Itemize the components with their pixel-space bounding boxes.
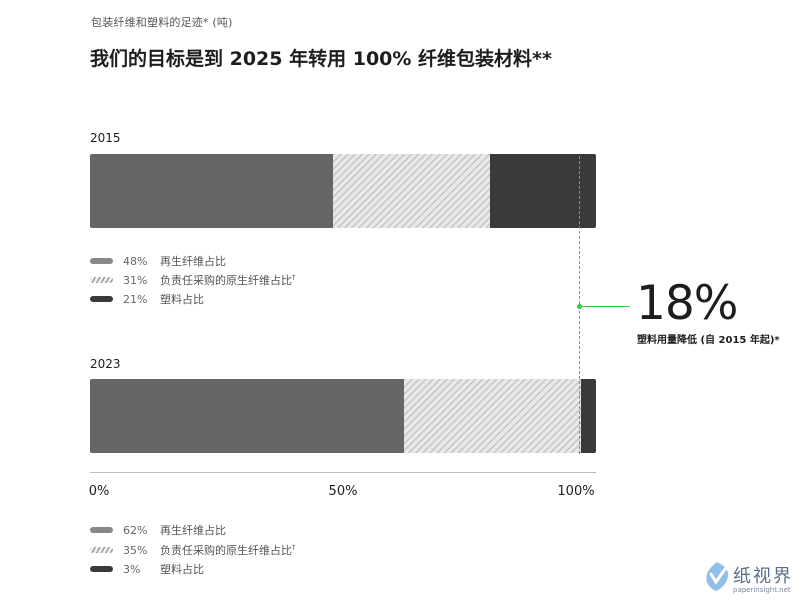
legend-label: 塑料占比 [160, 563, 204, 576]
legend-2023-responsible: 35% 负责任采购的原生纤维占比† [90, 542, 296, 558]
legend-pct: 31% [123, 273, 148, 287]
legend-label: 塑料占比 [160, 293, 204, 306]
chart-title: 我们的目标是到 2025 年转用 100% 纤维包装材料** [90, 48, 552, 70]
responsible-swatch [90, 547, 113, 553]
x-tick-label: 0% [88, 484, 110, 499]
watermark-logo-icon [706, 562, 729, 591]
legend-label: 再生纤维占比 [160, 524, 226, 537]
bar-2015-recycled-segment [90, 154, 333, 228]
bar-2023-responsible-segment [403, 379, 581, 453]
legend-label-text: 负责任采购的原生纤维占比 [160, 274, 292, 287]
legend-2015-responsible: 31% 负责任采购的原生纤维占比† [90, 272, 296, 288]
x-axis-line [90, 472, 596, 473]
x-tick-label: 50% [328, 484, 358, 499]
legend-pct: 62% [123, 523, 148, 537]
plastic-swatch [90, 566, 113, 572]
legend-label-text: 负责任采购的原生纤维占比 [160, 544, 292, 557]
callout-value: 18% [636, 276, 738, 331]
bar-2015 [90, 154, 596, 228]
legend-pct: 48% [123, 254, 148, 268]
legend-2023-recycled: 62% 再生纤维占比 [90, 522, 226, 538]
legend-2015-recycled: 48% 再生纤维占比 [90, 253, 226, 269]
guide-connector-line [580, 306, 630, 307]
guide-dot [577, 304, 582, 309]
watermark-url: paperinsight.net [733, 586, 791, 594]
legend-pct: 3% [123, 562, 141, 576]
callout-label: 塑料用量降低 (自 2015 年起)* [637, 335, 780, 346]
legend-2015-plastic: 21% 塑料占比 [90, 291, 204, 307]
bar-2023 [90, 379, 596, 453]
bar-2023-recycled-segment [90, 379, 404, 453]
watermark-logo: 纸视界 paperinsight.net [703, 560, 795, 598]
x-tick-label: 100% [557, 484, 595, 499]
legend-label: 再生纤维占比 [160, 255, 226, 268]
bar-2015-responsible-segment [332, 154, 490, 228]
legend-label: 负责任采购的原生纤维占比† [160, 542, 296, 558]
responsible-swatch [90, 277, 113, 283]
recycled-swatch [90, 258, 113, 264]
legend-2023-plastic: 3% 塑料占比 [90, 561, 204, 577]
recycled-swatch [90, 527, 113, 533]
footnote-mark: † [292, 273, 296, 282]
watermark-text: 纸视界 [733, 566, 793, 587]
year-label-2015: 2015 [90, 131, 121, 145]
bar-2015-plastic-segment [489, 154, 596, 228]
chart-subtitle: 包装纤维和塑料的足迹* (吨) [91, 16, 233, 29]
footnote-mark: † [292, 543, 296, 552]
legend-pct: 35% [123, 543, 148, 557]
year-label-2023: 2023 [90, 357, 121, 371]
bar-2023-plastic-segment [580, 379, 596, 453]
legend-pct: 21% [123, 292, 148, 306]
plastic-swatch [90, 296, 113, 302]
legend-label: 负责任采购的原生纤维占比† [160, 272, 296, 288]
